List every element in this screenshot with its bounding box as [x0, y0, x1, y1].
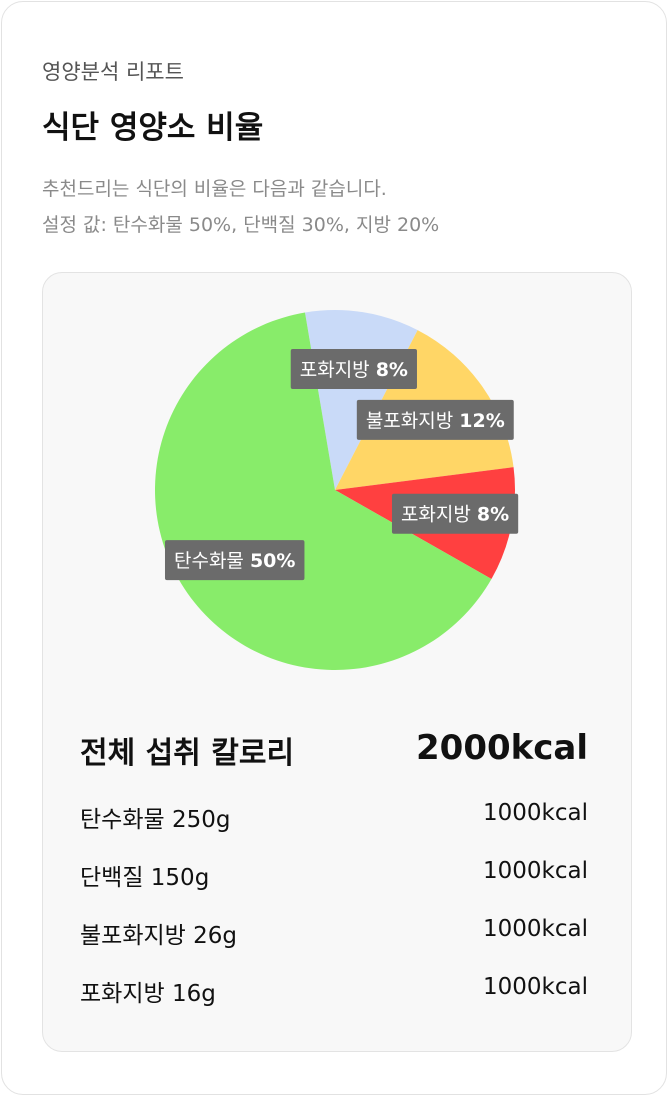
nutrient-row: 단백질 150g 1000kcal: [80, 858, 588, 892]
nutrient-amount: 포화지방 16g: [80, 981, 216, 1007]
label-text: 불포화지방 12%: [366, 409, 505, 431]
label-name: 불포화지방: [366, 409, 453, 431]
slice-label: 포화지방 8%: [290, 349, 417, 390]
nutrient-row: 포화지방 16g 1000kcal: [80, 974, 588, 1008]
label-text: 탄수화물 50%: [174, 550, 295, 572]
label-name: 포화지방: [300, 359, 370, 381]
label-name: 포화지방: [401, 503, 471, 525]
label-box: [164, 540, 305, 581]
nutrient-kcal: 1000kcal: [483, 916, 588, 942]
label-value: 8%: [376, 359, 408, 381]
total-value: 2000kcal: [416, 728, 588, 768]
label-box: [290, 349, 417, 390]
nutrient-amount: 불포화지방 26g: [80, 923, 237, 949]
nutrient-kcal: 1000kcal: [483, 858, 588, 884]
nutrient-row: 불포화지방 26g 1000kcal: [80, 916, 588, 950]
label-value: 12%: [459, 409, 504, 431]
description: 설정 값: 탄수화물 50%, 단백질 30%, 지방 20%: [42, 214, 440, 236]
pie-chart: 포화지방 8% 불포화지방 12% 포화지방 8% 탄수화물 50%: [155, 310, 519, 670]
subtitle: 영양분석 리포트: [42, 60, 184, 84]
nutrient-row: 탄수화물 250g 1000kcal: [80, 800, 588, 834]
label-name: 탄수화물: [174, 550, 244, 572]
label-value: 8%: [477, 503, 509, 525]
title: 식단 영양소 비율: [42, 110, 264, 146]
total-row: 전체 섭취 칼로리 2000kcal: [80, 728, 588, 772]
nutrient-amount: 탄수화물 250g: [80, 807, 231, 833]
slice-label: 불포화지방 12%: [356, 399, 514, 440]
nutrient-kcal: 1000kcal: [483, 800, 588, 826]
slice-label: 탄수화물 50%: [164, 540, 305, 581]
nutrient-amount: 단백질 150g: [80, 865, 210, 891]
label-value: 50%: [250, 550, 295, 572]
pie-slice: [155, 312, 492, 670]
slice-label: 포화지방 8%: [391, 493, 519, 534]
description: 추천드리는 식단의 비율은 다음과 같습니다.: [42, 178, 387, 200]
label-box: [391, 493, 519, 534]
nutrient-kcal: 1000kcal: [483, 974, 588, 1000]
label-box: [356, 399, 514, 440]
total-label: 전체 섭취 칼로리: [80, 736, 295, 771]
label-text: 포화지방 8%: [401, 503, 509, 525]
label-text: 포화지방 8%: [300, 359, 408, 381]
